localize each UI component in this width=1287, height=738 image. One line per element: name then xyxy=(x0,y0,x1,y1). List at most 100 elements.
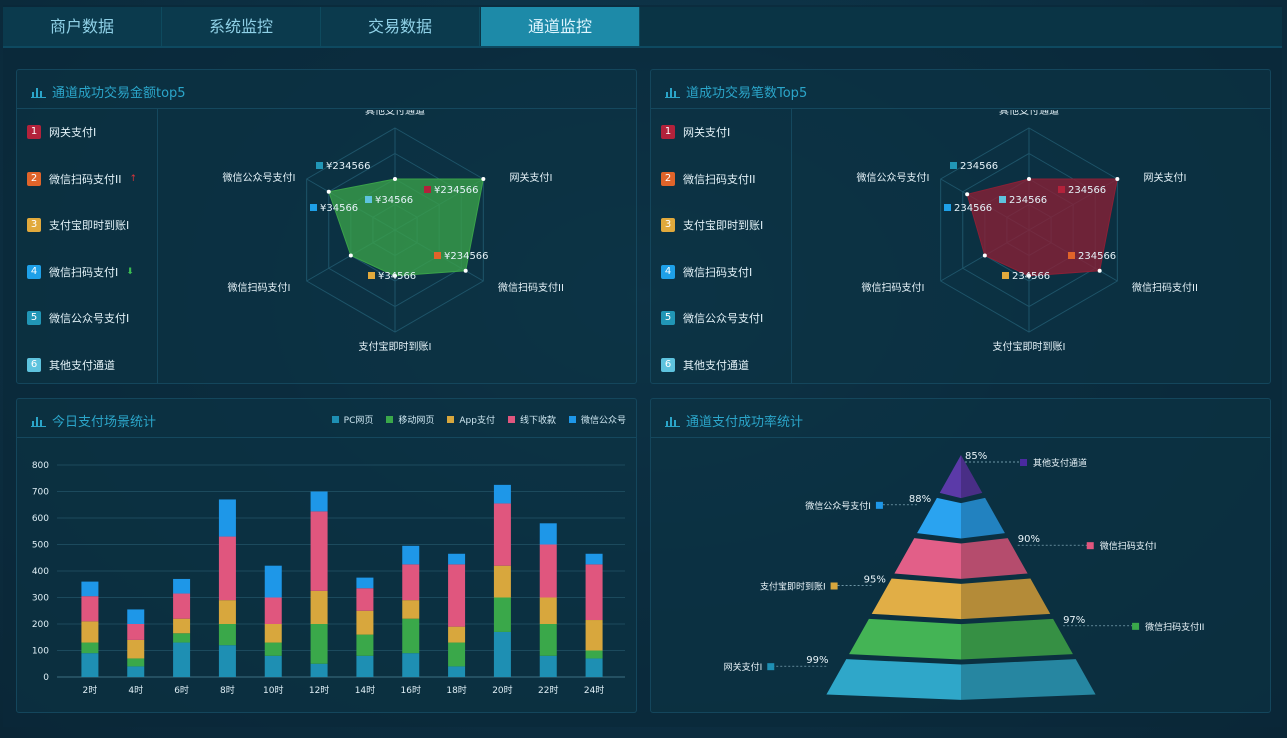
bar-segment[interactable] xyxy=(585,620,603,651)
bar-segment[interactable] xyxy=(539,523,557,545)
pyramid-level-left[interactable] xyxy=(871,578,961,620)
bar-segment[interactable] xyxy=(448,553,466,565)
bar-segment[interactable] xyxy=(585,564,603,621)
bar-segment[interactable] xyxy=(218,600,236,624)
radar-point xyxy=(348,253,353,258)
bar-segment[interactable] xyxy=(493,565,511,598)
bar-segment[interactable] xyxy=(539,544,557,598)
radar-value-marker xyxy=(424,186,431,193)
bar-segment[interactable] xyxy=(218,645,236,677)
ranking-item[interactable]: 4 微信扫码支付I ⬇ xyxy=(27,264,134,280)
legend-item[interactable]: App支付 xyxy=(447,413,495,426)
bar-segment[interactable] xyxy=(81,642,99,654)
bar-segment[interactable] xyxy=(310,491,328,512)
tab-system-monitor[interactable]: 系统监控 xyxy=(162,7,321,46)
bar-segment[interactable] xyxy=(356,634,374,656)
pyramid-level-right[interactable] xyxy=(961,538,1028,579)
pyramid-level-right[interactable] xyxy=(961,455,983,499)
legend-item[interactable]: PC网页 xyxy=(331,413,373,426)
bar-segment[interactable] xyxy=(127,639,145,659)
bar-segment[interactable] xyxy=(173,593,191,619)
bar-segment[interactable] xyxy=(127,666,145,677)
bar-segment[interactable] xyxy=(585,650,603,659)
bar-segment[interactable] xyxy=(81,653,99,677)
bar-segment[interactable] xyxy=(448,666,466,677)
ranking-item[interactable]: 2 微信扫码支付II ↑ xyxy=(27,171,137,187)
bar-segment[interactable] xyxy=(539,655,557,677)
bar-segment[interactable] xyxy=(356,655,374,677)
ranking-item[interactable]: 1 网关支付I xyxy=(27,124,96,140)
pyramid-level-right[interactable] xyxy=(961,497,1005,539)
bar-segment[interactable] xyxy=(310,511,328,591)
tab-merchant-data[interactable]: 商户数据 xyxy=(3,7,162,46)
bar-segment[interactable] xyxy=(585,658,603,677)
ranking-item[interactable]: 6 其他支付通道 xyxy=(27,357,115,373)
bar-segment[interactable] xyxy=(585,553,603,565)
bar-segment[interactable] xyxy=(264,655,282,677)
bar-segment[interactable] xyxy=(127,624,145,640)
bar-segment[interactable] xyxy=(173,633,191,643)
bar-segment[interactable] xyxy=(173,578,191,594)
pyramid-level-left[interactable] xyxy=(826,659,961,700)
bar-segment[interactable] xyxy=(264,624,282,643)
bar-segment[interactable] xyxy=(356,577,374,589)
bar-segment[interactable] xyxy=(356,610,374,635)
bar-segment[interactable] xyxy=(264,642,282,656)
bar-segment[interactable] xyxy=(448,642,466,667)
pyramid-level-left[interactable] xyxy=(917,497,961,539)
bar-segment[interactable] xyxy=(402,653,420,677)
bar-segment[interactable] xyxy=(310,624,328,664)
pyramid-level-right[interactable] xyxy=(961,659,1096,700)
ranking-item[interactable]: 5 微信公众号支付I xyxy=(661,310,763,326)
bar-segment[interactable] xyxy=(81,621,99,643)
bar-segment[interactable] xyxy=(81,596,99,622)
bar-segment[interactable] xyxy=(127,609,145,624)
legend-item[interactable]: 微信公众号 xyxy=(568,413,626,426)
pyramid-level-left[interactable] xyxy=(939,455,961,499)
ranking-item[interactable]: 4 微信扫码支付I xyxy=(661,264,752,280)
bar-segment[interactable] xyxy=(264,565,282,598)
bar-segment[interactable] xyxy=(493,597,511,632)
ranking-item[interactable]: 3 支付宝即时到账I xyxy=(661,217,763,233)
pyramid-level-right[interactable] xyxy=(961,618,1073,660)
bar-segment[interactable] xyxy=(493,631,511,677)
ranking-item[interactable]: 2 微信扫码支付II xyxy=(661,171,756,187)
ranking-item[interactable]: 6 其他支付通道 xyxy=(661,357,749,373)
radar-value-label: 234566 xyxy=(1078,251,1116,262)
legend-item[interactable]: 移动网页 xyxy=(386,413,434,426)
radar-point xyxy=(481,177,486,181)
bar-segment[interactable] xyxy=(218,499,236,537)
tab-transaction-data[interactable]: 交易数据 xyxy=(321,7,480,46)
bar-segment[interactable] xyxy=(402,600,420,619)
bar-segment[interactable] xyxy=(264,597,282,625)
radar-value-marker xyxy=(1002,272,1009,279)
radar-value-label: 234566 xyxy=(1009,195,1047,206)
bar-segment[interactable] xyxy=(310,590,328,624)
ranking-item[interactable]: 5 微信公众号支付I xyxy=(27,310,129,326)
tab-channel-monitor[interactable]: 通道监控 xyxy=(481,7,640,46)
bar-segment[interactable] xyxy=(218,536,236,601)
pyramid-level-left[interactable] xyxy=(849,618,961,660)
bar-segment[interactable] xyxy=(173,618,191,634)
bar-segment[interactable] xyxy=(81,581,99,597)
bar-segment[interactable] xyxy=(402,618,420,654)
bar-segment[interactable] xyxy=(402,564,420,601)
bar-segment[interactable] xyxy=(173,642,191,677)
ranking-item[interactable]: 3 支付宝即时到账I xyxy=(27,217,129,233)
bar-segment[interactable] xyxy=(539,597,557,625)
bar-segment[interactable] xyxy=(493,484,511,504)
pyramid-level-left[interactable] xyxy=(894,538,961,579)
legend-item[interactable]: 线下收款 xyxy=(507,413,556,426)
bar-segment[interactable] xyxy=(127,658,145,667)
bar-segment[interactable] xyxy=(356,588,374,611)
ranking-item[interactable]: 1 网关支付I xyxy=(661,124,730,140)
pyramid-level-right[interactable] xyxy=(961,578,1051,620)
bar-segment[interactable] xyxy=(493,503,511,566)
bar-segment[interactable] xyxy=(218,624,236,646)
bar-segment[interactable] xyxy=(448,564,466,627)
bar-segment[interactable] xyxy=(539,624,557,656)
amount-top5-title-text: 通道成功交易金额top5 xyxy=(52,85,186,101)
bar-segment[interactable] xyxy=(448,626,466,643)
bar-segment[interactable] xyxy=(310,663,328,677)
bar-segment[interactable] xyxy=(402,545,420,565)
